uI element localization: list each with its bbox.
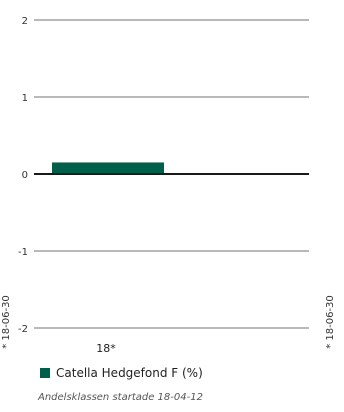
- legend-label: Catella Hedgefond F (%): [56, 366, 203, 380]
- legend-swatch: [40, 368, 50, 378]
- y-tick-label: -2: [18, 324, 28, 335]
- bar: [52, 162, 164, 174]
- footnote: Andelsklassen startade 18-04-12: [38, 392, 203, 403]
- y-tick-label: -1: [18, 247, 28, 258]
- x-tick-label: 18*: [96, 342, 116, 355]
- y-tick-label: 2: [22, 16, 28, 27]
- legend: Catella Hedgefond F (%): [40, 366, 203, 380]
- left-period-label: * 18-06-30: [1, 295, 12, 349]
- y-tick-label: 0: [22, 170, 28, 181]
- y-tick-label: 1: [22, 93, 28, 104]
- right-period-label: * 18-06-30: [325, 295, 336, 349]
